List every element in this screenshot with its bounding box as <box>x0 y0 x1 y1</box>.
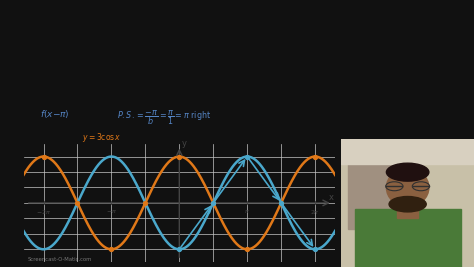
Text: $y = 3\cos(x - \pi)$: $y = 3\cos(x - \pi)$ <box>123 83 196 97</box>
Text: y: y <box>182 139 187 148</box>
Ellipse shape <box>386 168 429 207</box>
Text: with Phase Shift: with Phase Shift <box>119 45 241 58</box>
Text: $\pi$: $\pi$ <box>244 208 250 215</box>
Bar <box>397 203 418 218</box>
Bar <box>341 139 474 164</box>
Text: 6.2 – Graphing Sine and Cosine: 6.2 – Graphing Sine and Cosine <box>64 8 296 21</box>
Text: Screencast-O-Matic.com: Screencast-O-Matic.com <box>27 257 92 262</box>
Bar <box>355 209 461 267</box>
Text: x: x <box>329 193 334 202</box>
Text: $y = 3\cos x$: $y = 3\cos x$ <box>82 131 121 144</box>
Bar <box>348 164 394 229</box>
Text: $f(x{-}\pi)$: $f(x{-}\pi)$ <box>40 108 70 120</box>
Ellipse shape <box>389 197 426 212</box>
Text: $-\pi$: $-\pi$ <box>106 208 117 215</box>
Text: Example 1:: Example 1: <box>40 83 104 93</box>
Ellipse shape <box>386 163 429 181</box>
Text: $P.S. = \dfrac{-\pi}{b} = \dfrac{\pi}{1} = \pi\ \mathrm{right}$: $P.S. = \dfrac{-\pi}{b} = \dfrac{\pi}{1}… <box>117 108 211 127</box>
Text: $-2\pi$: $-2\pi$ <box>36 208 51 216</box>
Text: $2\pi$: $2\pi$ <box>310 208 320 216</box>
